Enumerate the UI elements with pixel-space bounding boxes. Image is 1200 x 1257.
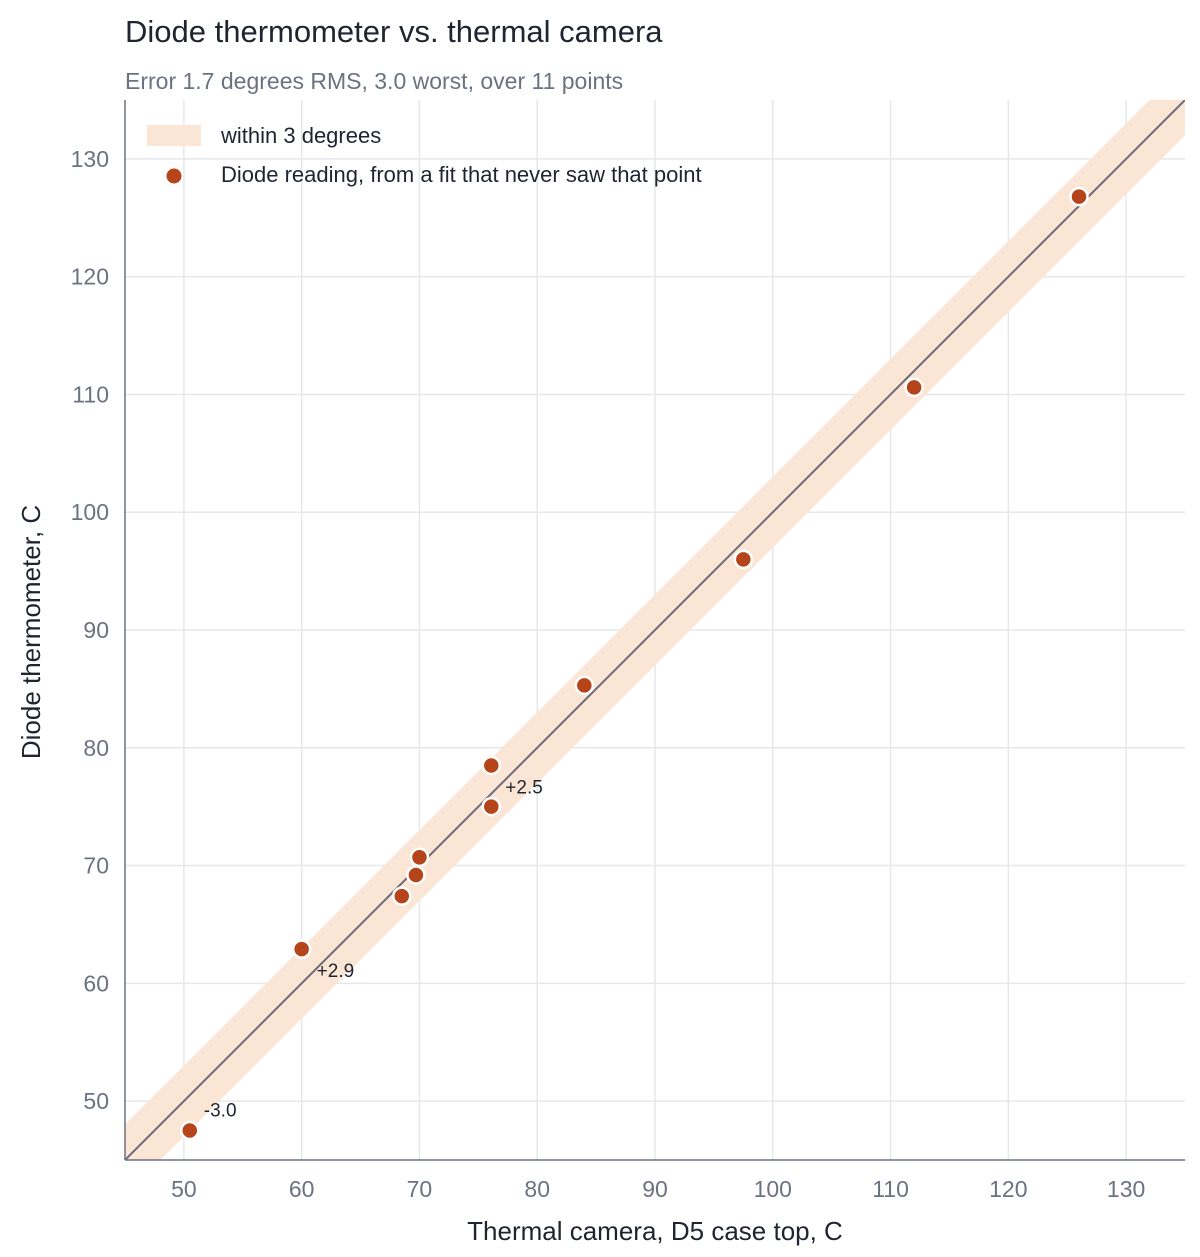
tick-labels: 50 60 70 80 90 100 110 120 130 50 60 70 80 90 100 110 12…	[71, 146, 1146, 1202]
y-tick-label: 90	[83, 617, 109, 643]
data-point	[409, 847, 430, 868]
point-annotation: -3.0	[204, 1101, 237, 1122]
legend-series-label: Diode reading, from a fit that never saw…	[221, 162, 702, 187]
x-tick-label: 120	[989, 1176, 1027, 1202]
y-tick-label: 130	[71, 146, 109, 172]
tolerance-band-area	[125, 100, 1185, 1160]
point-annotation: +2.5	[505, 777, 543, 798]
data-points	[180, 186, 1089, 1141]
x-axis-label: Thermal camera, D5 case top, C	[467, 1216, 843, 1246]
tolerance-band	[125, 100, 1185, 1160]
y-tick-label: 80	[83, 735, 109, 761]
chart-title: Diode thermometer vs. thermal camera	[125, 14, 663, 49]
x-tick-label: 80	[524, 1176, 550, 1202]
chart-subtitle: Error 1.7 degrees RMS, 3.0 worst, over 1…	[125, 68, 623, 94]
x-tick-label: 100	[754, 1176, 792, 1202]
x-tick-label: 70	[407, 1176, 433, 1202]
y-tick-label: 100	[71, 499, 109, 525]
x-tick-label: 130	[1107, 1176, 1145, 1202]
x-tick-label: 60	[289, 1176, 315, 1202]
legend-point-swatch	[166, 168, 182, 184]
y-axis-label: Diode thermometer, C	[16, 505, 46, 759]
y-tick-label: 110	[72, 381, 109, 407]
y-tick-label: 50	[83, 1088, 109, 1114]
data-point	[406, 865, 426, 885]
legend-band-label: within 3 degrees	[220, 123, 381, 148]
data-point	[180, 1120, 200, 1141]
x-tick-label: 110	[872, 1176, 909, 1202]
data-point	[291, 939, 312, 959]
data-point	[904, 377, 924, 398]
data-point	[1069, 186, 1089, 207]
legend-band-swatch	[147, 125, 201, 146]
x-tick-label: 50	[171, 1176, 197, 1202]
data-point	[574, 675, 595, 696]
data-point	[481, 796, 502, 817]
y-tick-label: 70	[83, 853, 109, 879]
y-tick-label: 60	[83, 970, 109, 996]
data-point	[481, 755, 502, 776]
identity-line-path	[125, 100, 1185, 1160]
data-point	[392, 886, 412, 906]
legend: within 3 degrees Diode reading, from a f…	[147, 123, 702, 187]
y-tick-label: 120	[71, 264, 109, 290]
annotations: -3.0 +2.9 +2.5	[204, 777, 543, 1121]
data-point	[733, 549, 754, 570]
axes	[124, 100, 1185, 1161]
identity-line	[125, 100, 1185, 1160]
point-annotation: +2.9	[317, 961, 355, 982]
x-tick-label: 90	[642, 1176, 668, 1202]
